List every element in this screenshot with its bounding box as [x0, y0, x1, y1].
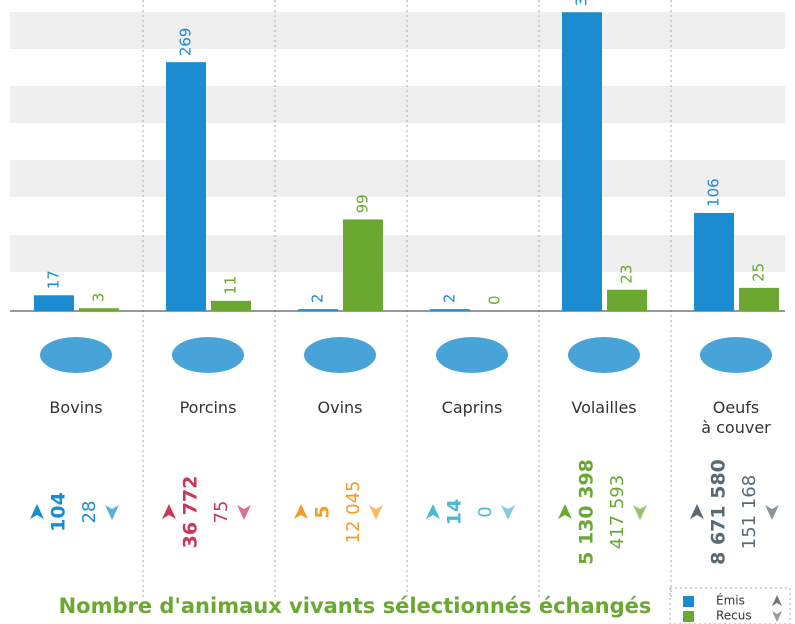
sent-count: 36 772: [180, 476, 202, 549]
down-arrow: [765, 505, 779, 520]
bar: [34, 295, 74, 311]
down-arrow: [633, 505, 647, 520]
bar: [739, 288, 779, 311]
received-count: 151 168: [739, 475, 760, 549]
value-label: 3: [90, 293, 108, 303]
bar: [562, 12, 602, 311]
x-tick-label: Volailles: [564, 398, 644, 418]
x-tick-label: Caprins: [432, 398, 512, 418]
legend-label: Émis: [716, 593, 745, 608]
bar: [343, 219, 383, 311]
received-count: 28: [79, 501, 100, 524]
value-label: 11: [222, 276, 240, 295]
sent-count: 5 130 398: [576, 459, 598, 565]
received-count: 12 045: [343, 481, 364, 544]
band: [10, 12, 785, 49]
value-label: 269: [177, 28, 195, 57]
received-count: 417 593: [607, 475, 628, 549]
x-tick-label: Porcins: [168, 398, 248, 418]
up-arrow: [690, 504, 704, 519]
down-arrow: [105, 505, 119, 520]
legend-swatch: [683, 611, 694, 622]
up-arrow: [162, 504, 176, 519]
bar: [430, 309, 470, 311]
value-label: 17: [45, 270, 63, 289]
animal-icon: [700, 337, 772, 373]
value-label: 99: [354, 194, 372, 213]
down-arrow: [237, 505, 251, 520]
chart-title: Nombre d'animaux vivants sélectionnés éc…: [59, 594, 652, 618]
up-arrow: [426, 504, 440, 519]
up-arrow: [294, 504, 308, 519]
bar: [607, 290, 647, 311]
value-label: 106: [705, 178, 723, 207]
received-count: 0: [475, 506, 496, 517]
animal-icon: [436, 337, 508, 373]
value-label: 323: [573, 0, 591, 6]
band: [10, 86, 785, 123]
sent-count: 8 671 580: [708, 459, 730, 565]
up-arrow: [30, 504, 44, 519]
sent-count: 14: [444, 499, 466, 525]
animal-icon: [172, 337, 244, 373]
x-tick-label: Bovins: [36, 398, 116, 418]
legend-swatch: [683, 596, 694, 607]
bar: [79, 308, 119, 311]
value-label: 25: [750, 263, 768, 282]
x-tick-label: Ovins: [300, 398, 380, 418]
bar: [298, 309, 338, 311]
sent-count: 5: [312, 505, 334, 518]
sent-count: 104: [48, 492, 70, 532]
x-tick-label: Oeufs à couver: [696, 398, 776, 438]
animal-icon: [304, 337, 376, 373]
bar: [694, 213, 734, 311]
legend-up-arrow: [772, 595, 782, 606]
page: Nombre d'animaux vivants sélectionnés éc…: [0, 0, 795, 624]
down-arrow: [369, 505, 383, 520]
value-label: 0: [486, 295, 504, 305]
bar: [211, 301, 251, 311]
value-label: 2: [309, 294, 327, 304]
down-arrow: [501, 505, 515, 520]
bar: [166, 62, 206, 311]
value-label: 2: [441, 294, 459, 304]
chart: Nombre d'animaux vivants sélectionnés éc…: [0, 0, 795, 624]
bands: [10, 12, 785, 272]
received-count: 75: [211, 501, 232, 524]
animal-icon: [40, 337, 112, 373]
value-label: 23: [618, 265, 636, 284]
legend-label: Recus: [716, 609, 752, 623]
up-arrow: [558, 504, 572, 519]
animal-icon: [568, 337, 640, 373]
band: [10, 160, 785, 197]
band: [10, 235, 785, 272]
legend-down-arrow: [772, 611, 782, 622]
